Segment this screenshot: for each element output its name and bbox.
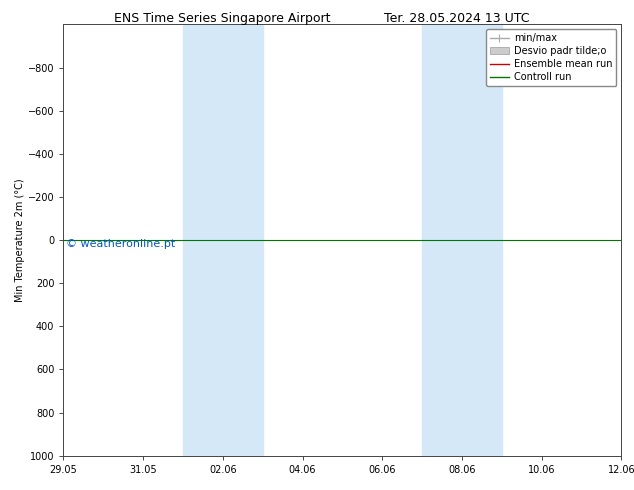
Text: Ter. 28.05.2024 13 UTC: Ter. 28.05.2024 13 UTC bbox=[384, 12, 529, 25]
Legend: min/max, Desvio padr tilde;o, Ensemble mean run, Controll run: min/max, Desvio padr tilde;o, Ensemble m… bbox=[486, 29, 616, 86]
Text: ENS Time Series Singapore Airport: ENS Time Series Singapore Airport bbox=[113, 12, 330, 25]
Bar bbox=[422, 24, 501, 456]
Text: © weatheronline.pt: © weatheronline.pt bbox=[66, 239, 176, 249]
Bar bbox=[183, 24, 262, 456]
Y-axis label: Min Temperature 2m (°C): Min Temperature 2m (°C) bbox=[15, 178, 25, 302]
